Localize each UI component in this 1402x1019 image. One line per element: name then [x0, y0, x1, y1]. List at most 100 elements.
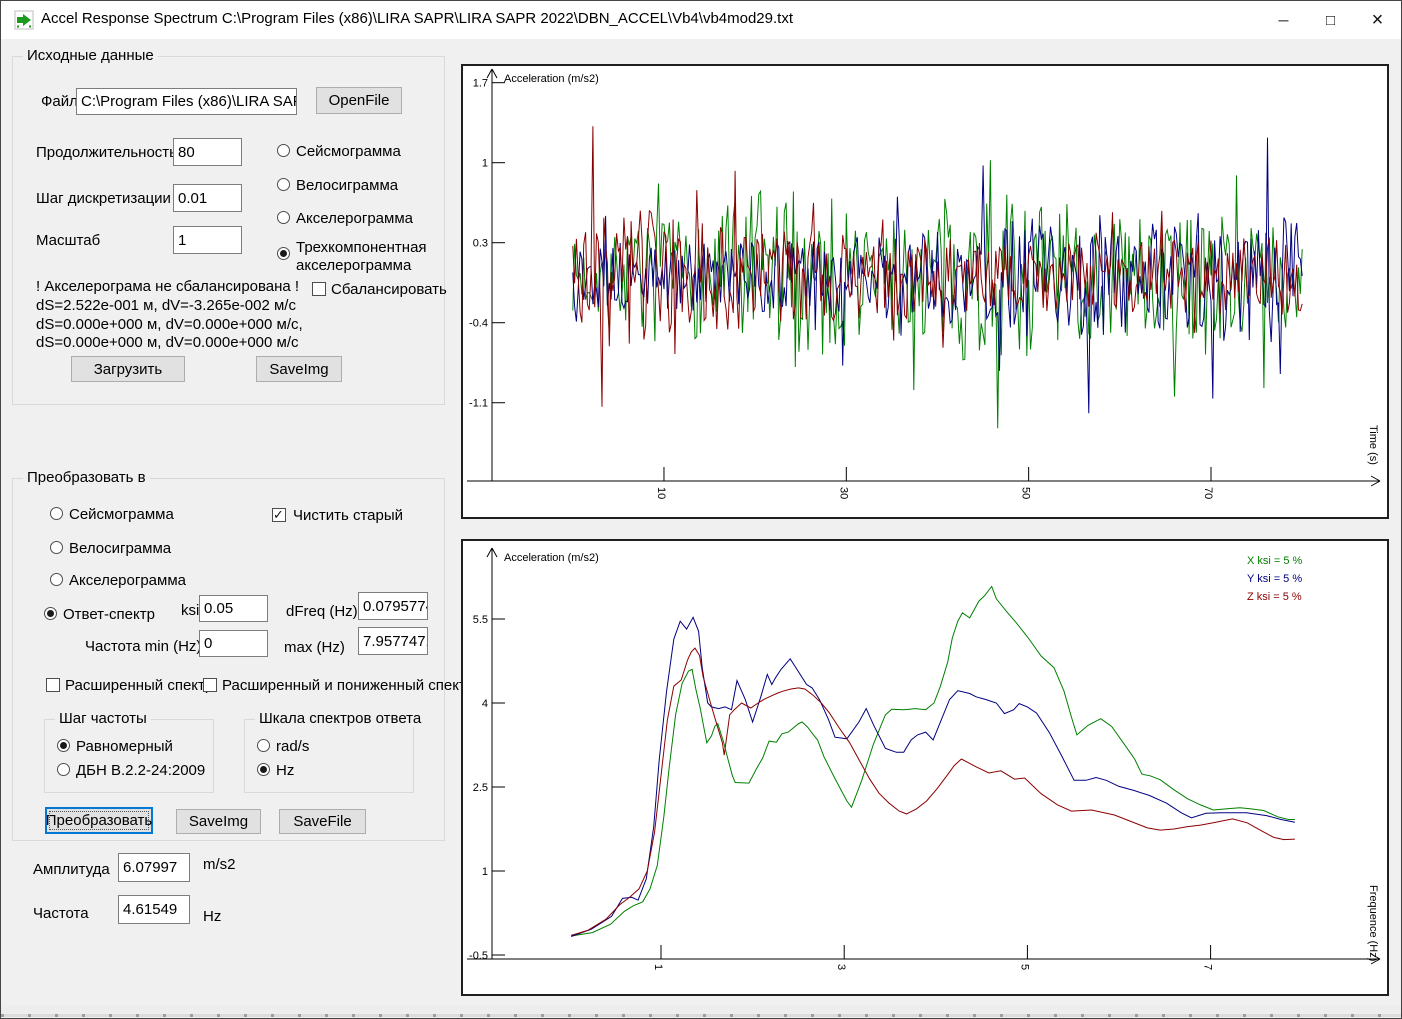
taskbar-edge: [1, 1014, 1401, 1017]
svg-text:1: 1: [482, 866, 488, 878]
svg-text:Acceleration (m/s2): Acceleration (m/s2): [504, 552, 599, 564]
freq-step-uniform-radio[interactable]: [57, 739, 70, 752]
maximize-button[interactable]: □: [1325, 11, 1336, 29]
balance-checkbox-label: Сбалансировать: [331, 281, 447, 298]
clear-old-checkbox[interactable]: [272, 507, 286, 523]
svg-text:Z ksi = 5 %: Z ksi = 5 %: [1247, 591, 1302, 603]
convert-group-title: Преобразовать в: [23, 469, 150, 486]
extended-spectrum-checkbox[interactable]: [46, 678, 60, 692]
scale-rad-radio[interactable]: [257, 739, 270, 752]
source-seismogram-label: Сейсмограмма: [296, 143, 401, 160]
scale-hz-label: Hz: [276, 762, 295, 779]
freq-step-dbn-radio[interactable]: [57, 763, 70, 776]
freq-step-group: Шаг частоты: [44, 710, 214, 793]
load-button[interactable]: Загрузить: [71, 356, 185, 382]
frequency-label: Частота: [33, 905, 89, 922]
source-data-group-title: Исходные данные: [23, 47, 158, 64]
source-accelerogram-radio[interactable]: [277, 211, 290, 224]
svg-text:4: 4: [482, 698, 488, 710]
warning-line-1: ! Акселерограма не сбалансирована !: [36, 278, 300, 295]
warning-line-2: dS=2.522e-001 м, dV=-3.265e-002 м/с: [36, 297, 296, 314]
target-response-spectrum-label: Ответ-спектр: [63, 606, 155, 623]
target-velosigram-radio[interactable]: [50, 541, 63, 554]
file-path-input[interactable]: C:\Program Files (x86)\LIRA SAPR\LIRA SA…: [76, 88, 297, 115]
svg-text:7: 7: [1202, 964, 1214, 970]
spectra-scale-group: Шкала спектров ответа: [244, 710, 426, 793]
freq-step-dbn-label: ДБН В.2.2-24:2009: [76, 762, 206, 779]
svg-text:1: 1: [482, 158, 488, 170]
target-seismogram-radio[interactable]: [50, 507, 63, 520]
source-three-component-radio[interactable]: [277, 247, 290, 260]
scale-rad-label: rad/s: [276, 738, 310, 755]
titlebar: Accel Response Spectrum C:\Program Files…: [1, 1, 1401, 39]
accelerogram-panel: Acceleration (m/s2) 1.7 1 0.3 -0.4 -1.1 10 30 50…: [461, 64, 1389, 519]
clear-old-label: Чистить старый: [293, 507, 404, 524]
duration-input[interactable]: 80: [173, 138, 242, 166]
target-accelerogram-label: Акселерограмма: [69, 572, 186, 589]
convert-group: Преобразовать в: [12, 469, 445, 841]
target-accelerogram-radio[interactable]: [50, 573, 63, 586]
freq-step-uniform-label: Равномерный: [76, 738, 173, 755]
save-file-button[interactable]: SaveFile: [279, 809, 366, 834]
step-input[interactable]: 0.01: [173, 184, 242, 212]
svg-text:30: 30: [837, 487, 849, 499]
svg-text:3: 3: [835, 964, 847, 970]
open-file-button[interactable]: OpenFile: [316, 87, 402, 114]
svg-text:-0.4: -0.4: [469, 318, 488, 330]
ksi-label: ksi: [181, 602, 200, 619]
extended-lowered-label: Расширенный и пониженный спектр: [222, 677, 475, 694]
file-label: Файл: [41, 93, 78, 110]
freq-min-input[interactable]: 0: [199, 630, 268, 657]
warning-line-3: dS=0.000e+000 м, dV=0.000e+000 м/с,: [36, 316, 303, 333]
svg-text:50: 50: [1020, 487, 1032, 499]
amplitude-input[interactable]: 6.07997: [118, 853, 190, 882]
accelerogram-chart: Acceleration (m/s2) 1.7 1 0.3 -0.4 -1.1 10 30 50…: [467, 68, 1381, 499]
minimize-button[interactable]: ─: [1278, 12, 1289, 28]
convert-button[interactable]: Преобразовать: [45, 807, 153, 834]
freq-max-label: max (Hz): [284, 639, 345, 656]
extended-lowered-checkbox[interactable]: [203, 678, 217, 692]
balance-checkbox[interactable]: [312, 282, 326, 296]
spectra-scale-group-title: Шкала спектров ответа: [255, 710, 426, 727]
svg-text:Time (s): Time (s): [1367, 425, 1379, 465]
freq-max-input[interactable]: 7.9577471: [358, 627, 428, 655]
source-velosigram-radio[interactable]: [277, 178, 290, 191]
svg-text:Acceleration (m/s2): Acceleration (m/s2): [504, 73, 599, 85]
target-response-spectrum-radio[interactable]: [44, 607, 57, 620]
source-save-img-button[interactable]: SaveImg: [256, 356, 342, 382]
step-label: Шаг дискретизации: [36, 190, 171, 207]
svg-text:1: 1: [652, 964, 664, 970]
source-three-component-label-2: акселерограмма: [296, 257, 412, 274]
scale-label: Масштаб: [36, 232, 101, 249]
svg-text:0.3: 0.3: [473, 238, 488, 250]
scale-input[interactable]: 1: [173, 226, 242, 254]
svg-text:Y ksi = 5 %: Y ksi = 5 %: [1247, 573, 1302, 585]
dfreq-input[interactable]: 0.0795774: [358, 592, 428, 620]
app-icon: [14, 10, 34, 30]
amplitude-unit: m/s2: [203, 856, 236, 873]
extended-spectrum-label: Расширенный спектр: [65, 677, 214, 694]
response-spectrum-chart: Acceleration (m/s2) 5.5 4 2.5 1 -0.5 1 3 5 7 Frequ…: [467, 547, 1381, 970]
convert-save-img-button[interactable]: SaveImg: [176, 809, 261, 834]
duration-label: Продолжительность: [36, 144, 177, 161]
frequency-unit: Hz: [203, 908, 222, 925]
svg-text:1.7: 1.7: [473, 78, 488, 90]
source-accelerogram-label: Акселерограмма: [296, 210, 413, 227]
svg-text:5.5: 5.5: [473, 614, 488, 626]
amplitude-label: Амплитуда: [33, 861, 110, 878]
svg-text:-1.1: -1.1: [469, 398, 488, 410]
scale-hz-radio[interactable]: [257, 763, 270, 776]
freq-min-label: Частота min (Hz): [85, 638, 202, 655]
frequency-input[interactable]: 4.61549: [118, 895, 190, 924]
window-title: Accel Response Spectrum C:\Program Files…: [41, 10, 793, 27]
close-button[interactable]: ×: [1371, 8, 1384, 31]
source-seismogram-radio[interactable]: [277, 144, 290, 157]
ksi-input[interactable]: 0.05: [199, 595, 268, 622]
target-seismogram-label: Сейсмограмма: [69, 506, 174, 523]
source-three-component-label-1: Трехкомпонентная: [296, 239, 427, 256]
svg-text:2.5: 2.5: [473, 782, 488, 794]
source-data-group: Исходные данные: [12, 47, 445, 405]
svg-text:5: 5: [1018, 964, 1030, 970]
svg-text:Frequence (Hz): Frequence (Hz): [1367, 885, 1379, 961]
